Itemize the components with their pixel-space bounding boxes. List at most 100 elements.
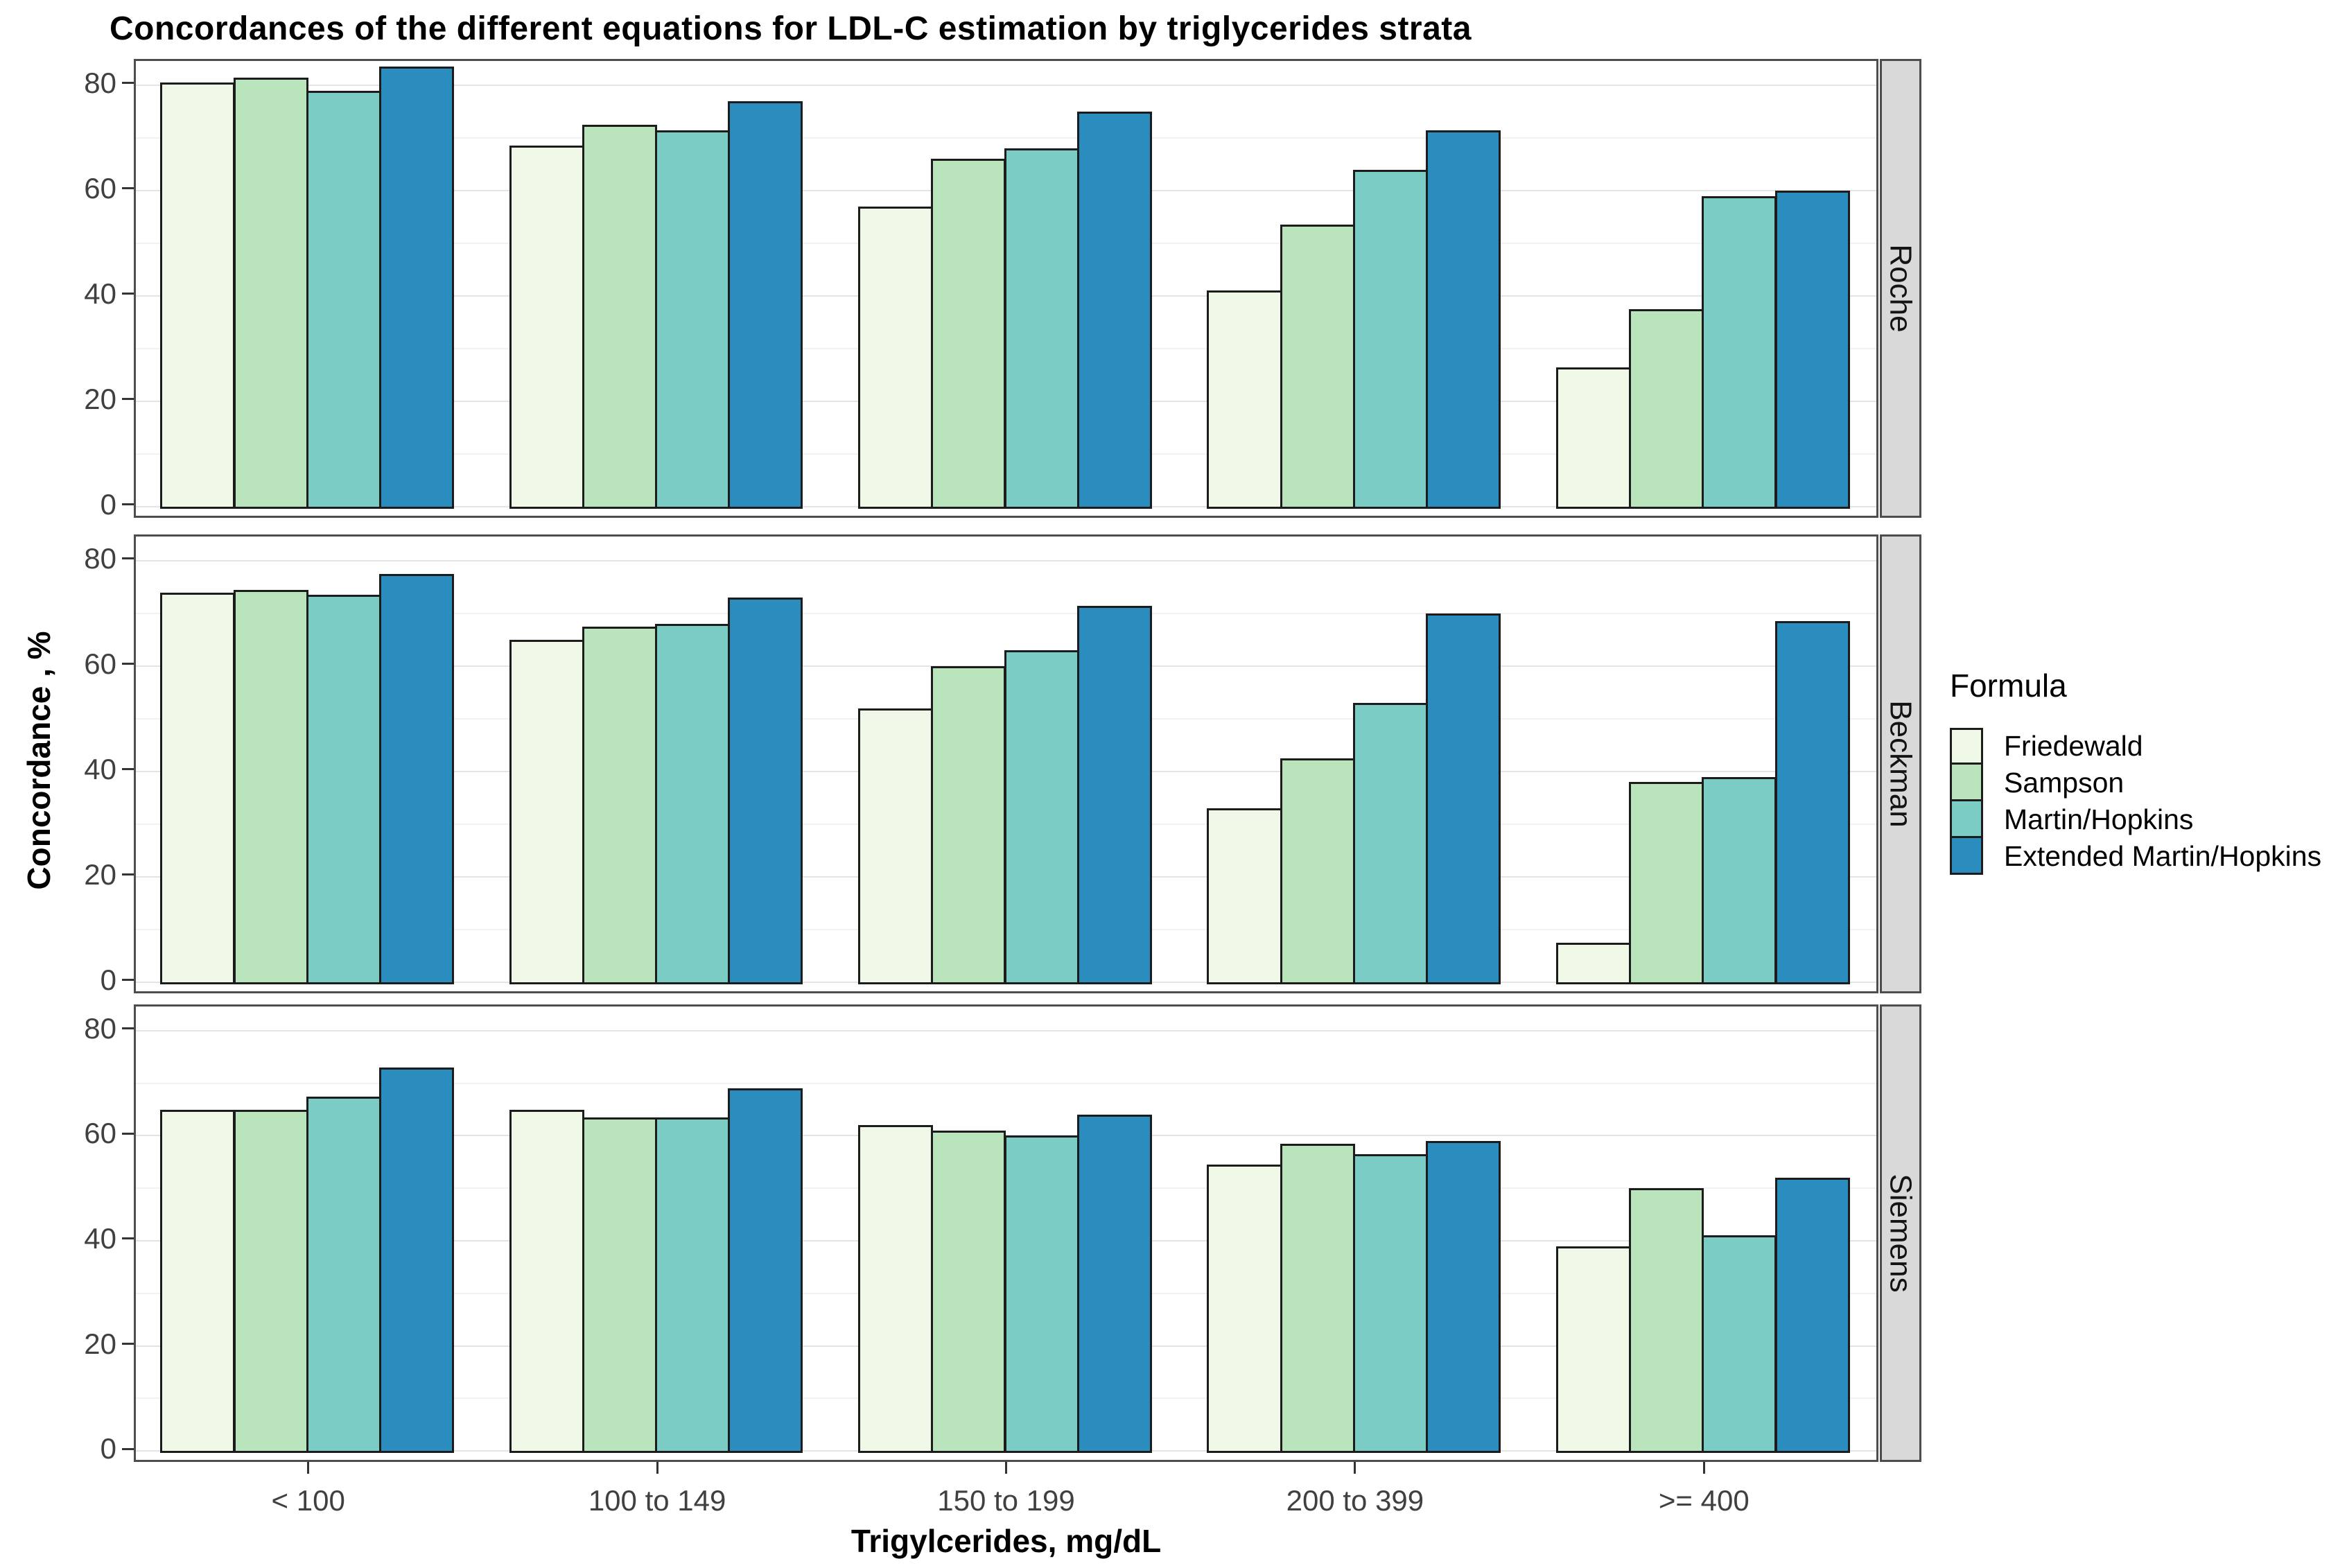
y-tick-mark <box>122 663 134 665</box>
gridline-minor <box>136 612 1876 614</box>
bar <box>1004 650 1079 984</box>
y-tick-mark <box>122 1132 134 1135</box>
bar <box>1629 309 1704 509</box>
bar <box>1774 621 1850 984</box>
y-tick-label: 0 <box>100 963 116 996</box>
bar <box>858 708 934 984</box>
bar <box>1774 1178 1850 1453</box>
bar <box>1076 605 1152 984</box>
bar <box>1629 782 1704 984</box>
y-tick-mark <box>122 503 134 506</box>
legend-swatch-2 <box>1950 765 1983 801</box>
facet-strip: Siemens <box>1880 1004 1921 1462</box>
y-tick-label: 80 <box>84 66 116 99</box>
y-tick-label: 40 <box>84 277 116 310</box>
bar <box>931 159 1006 509</box>
bar <box>1702 776 1777 984</box>
facet-strip: Roche <box>1880 59 1921 518</box>
y-tick-label: 40 <box>84 752 116 785</box>
y-tick-mark <box>122 1447 134 1450</box>
gridline-major <box>136 559 1876 561</box>
bar <box>858 1125 934 1454</box>
bar <box>1426 1141 1501 1454</box>
y-tick-label: 40 <box>84 1221 116 1255</box>
gridline-minor <box>136 137 1876 139</box>
bar <box>1702 195 1777 509</box>
bar <box>378 574 455 984</box>
bar <box>233 77 308 509</box>
facet-strip-label: Beckman <box>1884 700 1919 828</box>
legend: Formula Friedewald Sampson Martin/Hopkins E… <box>1950 667 2321 875</box>
y-tick-mark <box>122 82 134 85</box>
x-tick-mark <box>1354 1462 1356 1474</box>
bar <box>582 627 658 984</box>
x-tick-mark <box>1702 1462 1705 1474</box>
bar <box>582 125 658 509</box>
facet-strip: Beckman <box>1880 534 1921 993</box>
bar <box>655 624 731 984</box>
y-tick-label: 80 <box>84 1011 116 1045</box>
bar <box>306 90 381 509</box>
legend-swatch-4 <box>1950 838 1983 875</box>
bar <box>1555 367 1631 509</box>
y-tick-label: 80 <box>84 541 116 575</box>
bar <box>378 1067 455 1454</box>
y-tick-mark <box>122 1027 134 1030</box>
y-tick-label: 20 <box>84 382 116 415</box>
bar <box>160 592 236 984</box>
x-tick-mark <box>656 1462 658 1474</box>
bar <box>858 206 934 509</box>
bar <box>1352 1153 1429 1453</box>
x-tick-mark <box>1005 1462 1007 1474</box>
y-tick-mark <box>122 293 134 295</box>
legend-label: Friedewald <box>2004 730 2143 762</box>
legend-entry: Friedewald <box>1950 728 2321 765</box>
bar <box>1629 1188 1704 1454</box>
bar <box>509 1109 584 1453</box>
y-tick-label: 0 <box>100 1432 116 1465</box>
gridline-major <box>136 1029 1876 1031</box>
bar <box>1207 808 1282 984</box>
bar <box>1280 1143 1355 1454</box>
y-tick-mark <box>122 979 134 982</box>
bar <box>233 589 308 984</box>
bar <box>1352 169 1429 509</box>
bar <box>728 101 803 509</box>
bar <box>306 1096 381 1454</box>
bar <box>378 67 455 509</box>
gridline-minor <box>136 1082 1876 1084</box>
x-tick-mark <box>307 1462 310 1474</box>
bar <box>1352 703 1429 984</box>
bar <box>306 595 381 984</box>
x-tick-label: 200 to 399 <box>1286 1484 1424 1517</box>
bar <box>582 1117 658 1454</box>
y-tick-mark <box>122 398 134 401</box>
bar <box>931 1130 1006 1453</box>
legend-entry: Extended Martin/Hopkins <box>1950 838 2321 875</box>
gridline-major <box>136 84 1876 86</box>
y-tick-mark <box>122 187 134 190</box>
bar <box>931 666 1006 984</box>
legend-entries: Friedewald Sampson Martin/Hopkins Extended … <box>1950 728 2321 875</box>
legend-swatch-3 <box>1950 801 1983 838</box>
y-tick-label: 60 <box>84 171 116 204</box>
facet-panel-roche <box>134 59 1878 518</box>
x-tick-label: < 100 <box>271 1484 345 1517</box>
bar <box>655 130 731 509</box>
bar <box>1207 290 1282 509</box>
bar <box>160 82 236 509</box>
x-tick-label: 150 to 199 <box>937 1484 1075 1517</box>
y-tick-mark <box>122 557 134 560</box>
bar <box>1426 613 1501 984</box>
bar <box>1702 1235 1777 1454</box>
bar <box>728 1088 803 1453</box>
x-tick-label: 100 to 149 <box>588 1484 726 1517</box>
legend-label: Extended Martin/Hopkins <box>2004 840 2322 872</box>
bar <box>233 1109 308 1453</box>
bar <box>1004 1135 1079 1453</box>
bar <box>509 640 584 984</box>
y-tick-mark <box>122 1237 134 1240</box>
bar <box>1426 130 1501 509</box>
legend-entry: Martin/Hopkins <box>1950 801 2321 838</box>
